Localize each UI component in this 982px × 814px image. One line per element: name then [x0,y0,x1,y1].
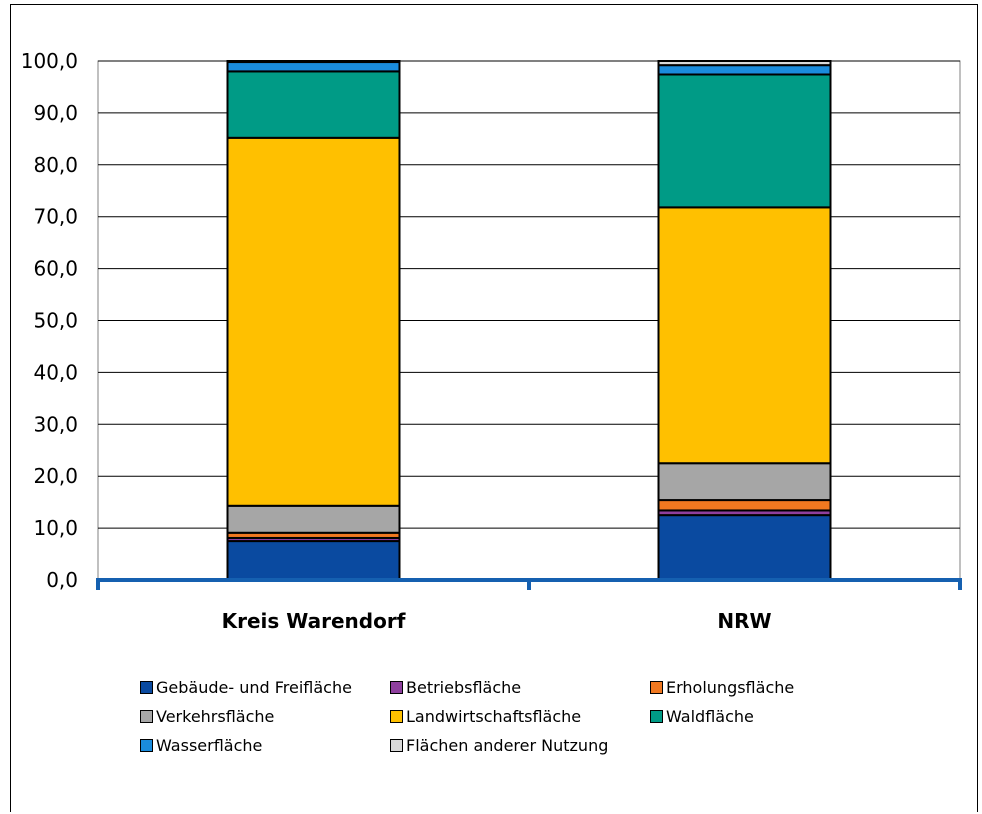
y-tick-label: 20,0 [33,464,78,488]
legend-swatch [390,739,403,752]
x-tick-label: Kreis Warendorf [222,609,406,633]
legend-item: Gebäude- und Freifläche [140,678,352,697]
legend-label: Waldfläche [666,707,754,726]
legend-label: Erholungsfläche [666,678,795,697]
legend-swatch [390,681,403,694]
legend-label: Verkehrsfläche [156,707,275,726]
bar-segment [657,60,832,67]
y-tick-label: 90,0 [33,101,78,125]
bar-segment [226,540,401,582]
legend-item: Flächen anderer Nutzung [390,736,608,755]
y-tick-label: 10,0 [33,516,78,540]
legend-item: Wasserfläche [140,736,262,755]
y-tick-label: 60,0 [33,257,78,281]
legend-item: Betriebsfläche [390,678,521,697]
y-tick-label: 40,0 [33,360,78,384]
legend-label: Landwirtschaftsfläche [406,707,582,726]
bar-segment [226,60,401,64]
legend-label: Gebäude- und Freifläche [156,678,352,697]
bar-segment [226,504,401,534]
y-tick-label: 0,0 [46,568,78,592]
legend-swatch [140,710,153,723]
bar-segment [657,499,832,512]
legend-label: Flächen anderer Nutzung [406,736,609,755]
legend-swatch [140,681,153,694]
bar-segment [657,514,832,581]
bar-segment [657,206,832,465]
legend-item: Verkehrsfläche [140,707,274,726]
legend-swatch [140,739,153,752]
y-tick-label: 70,0 [33,205,78,229]
legend-swatch [390,710,403,723]
bar-segment [657,64,832,76]
legend-item: Landwirtschaftsfläche [390,707,581,726]
legend-swatch [650,710,663,723]
legend-item: Waldfläche [650,707,754,726]
legend-item: Erholungsfläche [650,678,794,697]
y-tick-label: 30,0 [33,412,78,436]
y-tick-label: 100,0 [21,49,78,73]
bar-segment [226,136,401,507]
y-tick-label: 50,0 [33,309,78,333]
legend-label: Wasserfläche [156,736,263,755]
bar-segment [226,70,401,139]
legend-label: Betriebsfläche [406,678,522,697]
x-tick-label: NRW [717,609,771,633]
bar-segment [657,462,832,502]
y-tick-label: 80,0 [33,153,78,177]
legend-swatch [650,681,663,694]
bar-segment [657,73,832,209]
chart-frame [10,4,978,812]
bar-segment [226,61,401,73]
